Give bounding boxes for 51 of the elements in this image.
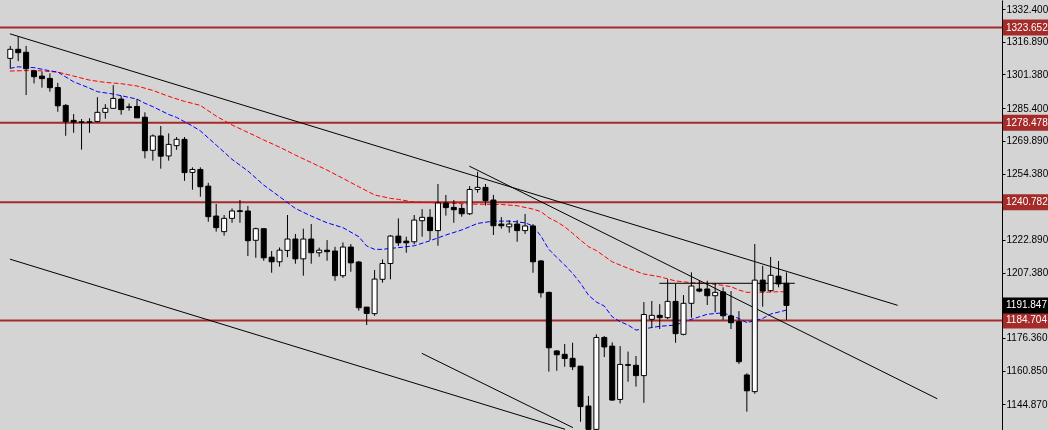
y-tick-label: 1332.400 (1006, 3, 1048, 15)
y-tick-label: 1222.890 (1006, 234, 1048, 246)
candlestick (31, 69, 38, 84)
candlestick (553, 349, 560, 372)
candlestick (442, 194, 449, 217)
ref-line-label: 1278.478 (1006, 116, 1048, 128)
ref-line-label: 1323.652 (1006, 21, 1048, 33)
ref-line-label: 1240.782 (1006, 196, 1048, 208)
candlestick (720, 286, 727, 321)
text: 1191.847 (1006, 299, 1048, 311)
candlestick (7, 45, 14, 69)
candlestick (38, 71, 45, 89)
candlestick (134, 98, 140, 119)
candlestick (236, 199, 243, 224)
candlestick (252, 227, 259, 259)
y-tick-label: 1285.400 (1006, 102, 1048, 114)
candlestick (54, 82, 61, 113)
candlestick (743, 372, 750, 413)
candlestick (648, 300, 655, 328)
candlestick (126, 103, 133, 112)
candlestick (157, 125, 164, 170)
candlestick (347, 243, 354, 273)
candlestick (149, 133, 156, 162)
ref-line-label: 1184.704 (1006, 314, 1048, 326)
candlestick (308, 223, 315, 265)
candlestick (632, 355, 639, 388)
candlestick (522, 213, 529, 235)
candlestick (411, 214, 418, 245)
y-tick-label: 1269.890 (1006, 135, 1048, 147)
candlestick (46, 72, 53, 93)
candlestick (221, 214, 228, 237)
y-tick-label: 1316.890 (1006, 36, 1048, 48)
y-tick-label: 1254.380 (1006, 168, 1048, 180)
y-tick-label: 1301.380 (1006, 68, 1048, 80)
candlestick (450, 199, 457, 224)
candlestick (110, 84, 117, 109)
candlestick (427, 208, 434, 241)
y-tick-label: 1144.870 (1006, 398, 1048, 410)
line-series (9, 66, 787, 331)
candlestick (23, 45, 30, 96)
candlestick (118, 95, 125, 116)
y-tick-label: 1207.380 (1006, 267, 1048, 279)
candlestick (728, 290, 735, 330)
candlestick (625, 351, 632, 383)
y-tick-label: 1176.360 (1006, 332, 1048, 344)
y-tick-label: 1160.850 (1006, 365, 1048, 377)
candlestick (419, 208, 426, 238)
candlestick (656, 303, 663, 330)
candlestick (213, 203, 220, 233)
candlestick (514, 219, 521, 243)
candlestick (15, 36, 22, 62)
